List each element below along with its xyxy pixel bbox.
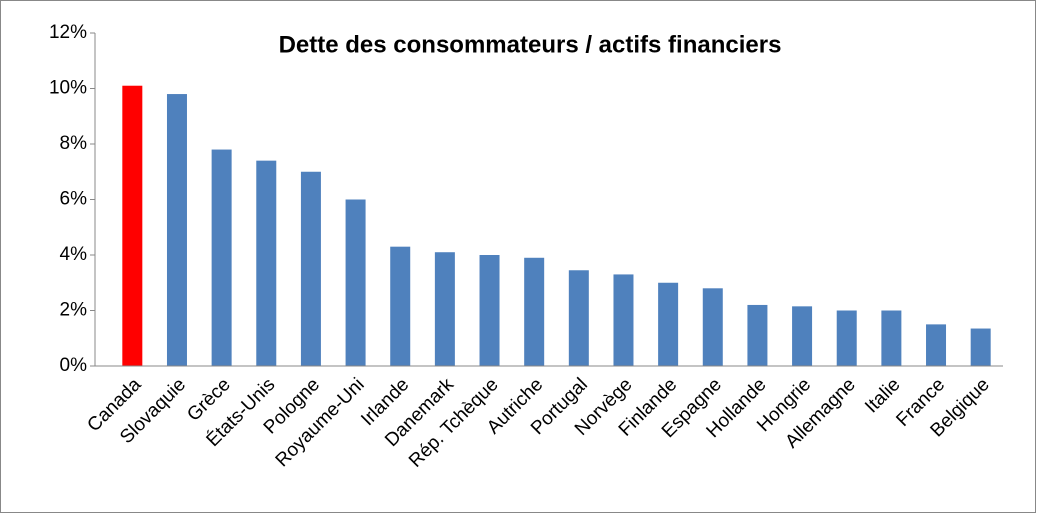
bar bbox=[524, 257, 545, 366]
bar bbox=[166, 94, 187, 367]
y-tick-label: 4% bbox=[60, 244, 88, 265]
y-tick-label: 2% bbox=[60, 300, 88, 321]
y-tick-label: 12% bbox=[49, 22, 87, 43]
y-tick-label: 6% bbox=[60, 189, 88, 210]
bar bbox=[211, 149, 232, 366]
bar bbox=[300, 171, 321, 366]
bar bbox=[479, 255, 500, 366]
bar bbox=[613, 274, 634, 366]
bar bbox=[792, 306, 813, 366]
bar bbox=[390, 246, 411, 366]
bar bbox=[434, 252, 455, 366]
bar bbox=[122, 85, 143, 366]
y-tick-label: 10% bbox=[49, 78, 87, 99]
bar bbox=[658, 282, 679, 366]
bar bbox=[747, 304, 768, 366]
bar bbox=[702, 288, 723, 366]
bar bbox=[345, 199, 366, 366]
bar bbox=[256, 160, 277, 366]
bar bbox=[970, 328, 991, 366]
y-tick-label: 0% bbox=[60, 355, 88, 376]
y-tick-label: 8% bbox=[60, 133, 88, 154]
bar bbox=[926, 324, 947, 366]
bar bbox=[836, 310, 857, 366]
bar bbox=[568, 270, 589, 366]
bar bbox=[881, 310, 902, 366]
chart-title: Dette des consommateurs / actifs financi… bbox=[279, 31, 782, 58]
